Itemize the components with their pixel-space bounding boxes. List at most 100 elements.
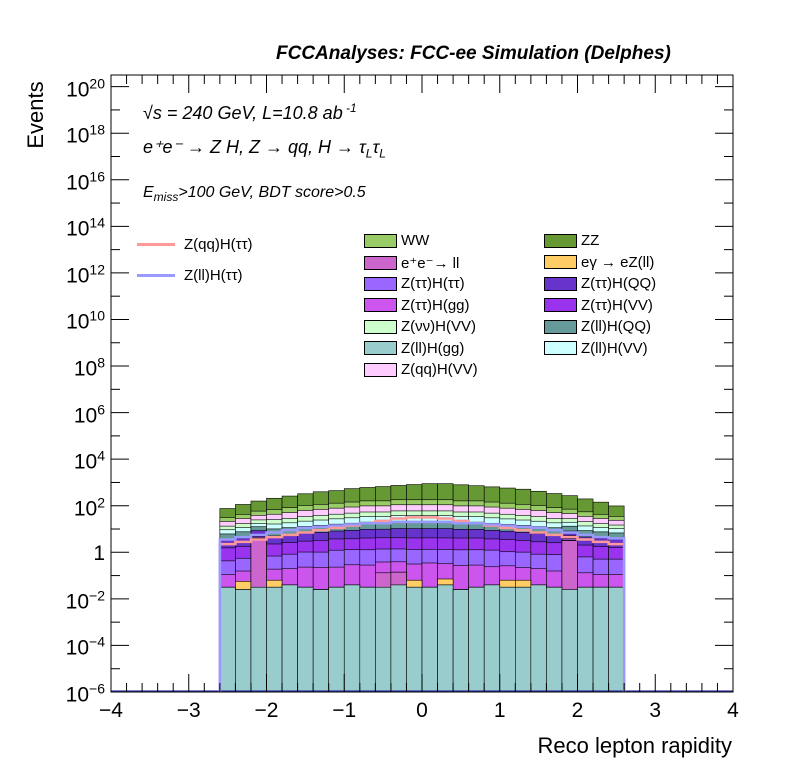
y-tick-label: 1012: [66, 261, 105, 288]
legend-label: e⁺e⁻→ ll: [401, 254, 460, 272]
x-tick-label: −4: [99, 699, 123, 722]
y-tick-base: 10: [65, 683, 90, 707]
legend-swatch: [137, 243, 175, 246]
y-tick-base: 10: [73, 404, 98, 428]
legend-item: Z(ττ)H(gg): [364, 297, 470, 314]
y-tick-exponent: 2: [97, 494, 105, 511]
y-tick-base: 10: [73, 497, 98, 521]
legend-swatch: [544, 276, 577, 291]
legend-label: Z(ll)H(QQ): [581, 318, 651, 335]
bar-0-12: [406, 586, 423, 693]
legend-item: e⁺e⁻→ ll: [364, 254, 459, 272]
y-tick-exponent: −6: [89, 680, 105, 697]
legend-label: Z(qq)H(ττ): [184, 236, 253, 253]
bar-0-22: [561, 589, 578, 693]
bar-0-24: [592, 586, 609, 693]
y-tick-base: 10: [66, 171, 90, 195]
x-tick-label: 1: [493, 699, 506, 722]
bar-0-3: [266, 586, 283, 693]
legend-item: ZZ: [544, 232, 599, 249]
y-tick-base: 1: [93, 542, 105, 566]
bar-0-23: [577, 586, 594, 693]
y-tick-label: 104: [74, 448, 105, 475]
y-tick-base: 10: [66, 124, 90, 148]
series-0: [219, 584, 625, 693]
y-tick-exponent: 18: [89, 121, 105, 138]
x-axis-label: Reco lepton rapidity: [537, 733, 732, 758]
legend-label: Z(ττ)H(QQ): [581, 275, 657, 292]
y-tick-label: 10−2: [66, 587, 105, 614]
y-tick-label: 1018: [66, 122, 105, 149]
legend-swatch: [137, 274, 175, 277]
legend-item: Z(νν)H(VV): [364, 318, 476, 335]
y-tick-exponent: 6: [97, 401, 105, 418]
x-tick-label: 0: [416, 699, 428, 722]
y-tick-base: 10: [66, 310, 90, 334]
legend-item: Z(ll)H(QQ): [544, 318, 651, 335]
legend-label: Z(ll)H(gg): [401, 339, 465, 357]
stacked-histogram: [111, 483, 733, 693]
legend-label: ZZ: [581, 232, 600, 249]
y-tick-base: 10: [73, 357, 98, 381]
legend-label: Z(ττ)H(ττ): [401, 275, 465, 292]
bar-0-10: [375, 586, 392, 693]
legend-label: Z(ll)H(VV): [581, 339, 648, 357]
process-text: e⁺e⁻ → Z H, Z → qq, H → τ: [143, 137, 366, 157]
bar-0-21: [546, 586, 563, 693]
energy-unit-exponent: -1: [342, 101, 357, 115]
bar-0-9: [359, 586, 376, 693]
legend-swatch: [544, 298, 577, 312]
bar-0-6: [312, 589, 329, 693]
legend-item: Z(ττ)H(QQ): [544, 275, 656, 292]
y-tick-label: 1020: [66, 75, 105, 102]
cut-text: >100 GeV, BDT score>0.5: [178, 184, 366, 201]
y-tick-label: 1016: [66, 168, 105, 195]
y-tick-exponent: 14: [89, 214, 105, 231]
bar-0-2: [250, 586, 267, 693]
process-sub-1: L: [365, 146, 373, 161]
bar-0-8: [343, 584, 361, 693]
legend-swatch: [544, 319, 577, 334]
legend-swatch: [364, 255, 397, 270]
y-tick-exponent: −4: [89, 633, 105, 650]
sqrt-s-label: √s: [143, 103, 162, 123]
legend-label: Z(ll)H(ττ): [184, 267, 243, 284]
y-tick-label: 102: [74, 494, 105, 521]
bar-0-7: [328, 586, 345, 693]
legend-swatch: [364, 362, 397, 377]
y-tick-base: 10: [66, 78, 90, 102]
legend-label: eγ → eZ(ll): [581, 253, 655, 271]
y-tick-base: 10: [73, 450, 98, 474]
line-series-0: [218, 516, 626, 692]
process-annotation: e⁺e⁻ → Z H, Z → qq, H → τLτL: [143, 137, 386, 161]
y-tick-exponent: −2: [89, 587, 105, 604]
bar-0-14: [437, 584, 454, 693]
line-series-1: [218, 520, 626, 692]
legend-swatch: [364, 298, 397, 312]
x-tick-label: −1: [332, 699, 357, 722]
process-sub-2: L: [379, 146, 386, 161]
bar-0-13: [421, 586, 438, 693]
legend-item: Z(ll)H(gg): [364, 340, 464, 357]
y-tick-exponent: 4: [97, 447, 105, 464]
legend-swatch: [544, 341, 577, 355]
bar-0-11: [390, 584, 407, 693]
y-tick-label: 1: [93, 542, 105, 566]
y-tick-exponent: 16: [89, 168, 105, 185]
y-tick-exponent: 10: [89, 307, 105, 324]
legend-item: Z(qq)H(ττ): [137, 236, 253, 253]
legend-item: WW: [364, 232, 429, 249]
y-tick-base: 10: [65, 590, 90, 614]
legend-item: Z(ll)H(VV): [544, 340, 648, 357]
energy-text: = 240 GeV, L=10.8 ab: [161, 103, 343, 123]
x-tick-label: 4: [727, 699, 739, 722]
y-tick-base: 10: [66, 264, 90, 288]
x-tick-label: 3: [649, 699, 662, 722]
legend-label: Z(ττ)H(gg): [401, 296, 470, 314]
bar-0-18: [499, 586, 516, 693]
bar-0-19: [514, 586, 532, 693]
y-tick-exponent: 20: [89, 75, 105, 92]
y-tick-base: 10: [66, 217, 90, 241]
legend-swatch: [544, 233, 577, 248]
legend-swatch: [544, 255, 577, 269]
